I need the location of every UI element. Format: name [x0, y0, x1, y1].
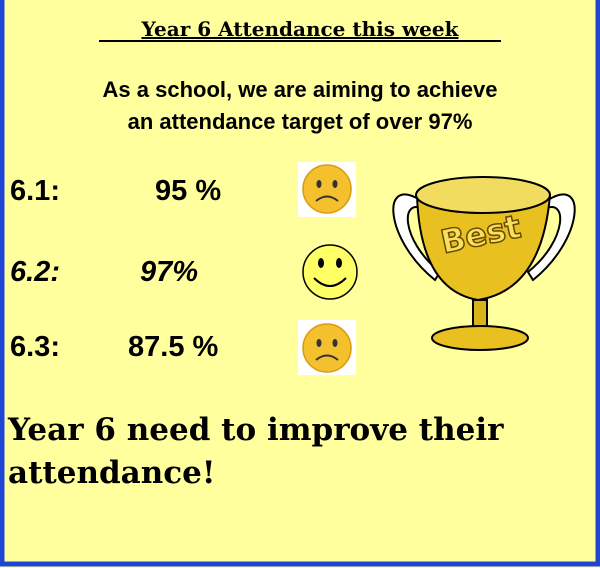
- title: Year 6 Attendance this week: [141, 17, 460, 41]
- class-label: 6.3:: [10, 331, 60, 363]
- trophy-base: [432, 326, 528, 350]
- face: [303, 165, 351, 213]
- class-label: 6.1:: [10, 175, 60, 207]
- eye: [336, 258, 342, 268]
- message-line: attendance!: [8, 455, 216, 491]
- intro-line: an attendance target of over 97%: [128, 109, 473, 134]
- eye: [333, 180, 338, 188]
- sad-face: [298, 320, 356, 375]
- sad-face: [298, 162, 356, 217]
- eye: [333, 339, 338, 347]
- poster: Year 6 Attendance this week As a school,…: [0, 0, 600, 568]
- class-attendance: 87.5 %: [128, 331, 218, 363]
- class-attendance: 95 %: [155, 175, 221, 207]
- eye: [317, 339, 322, 347]
- eye: [317, 180, 322, 188]
- trophy-rim: [416, 177, 550, 213]
- message-line: Year 6 need to improve their: [7, 412, 504, 448]
- smiley-face: [303, 245, 357, 299]
- intro-line: As a school, we are aiming to achieve: [103, 77, 498, 102]
- class-label: 6.2:: [10, 256, 60, 288]
- poster-canvas: Year 6 Attendance this week As a school,…: [0, 0, 600, 568]
- eye: [318, 258, 324, 268]
- face: [303, 324, 351, 372]
- face: [303, 245, 357, 299]
- class-attendance: 97%: [140, 256, 198, 288]
